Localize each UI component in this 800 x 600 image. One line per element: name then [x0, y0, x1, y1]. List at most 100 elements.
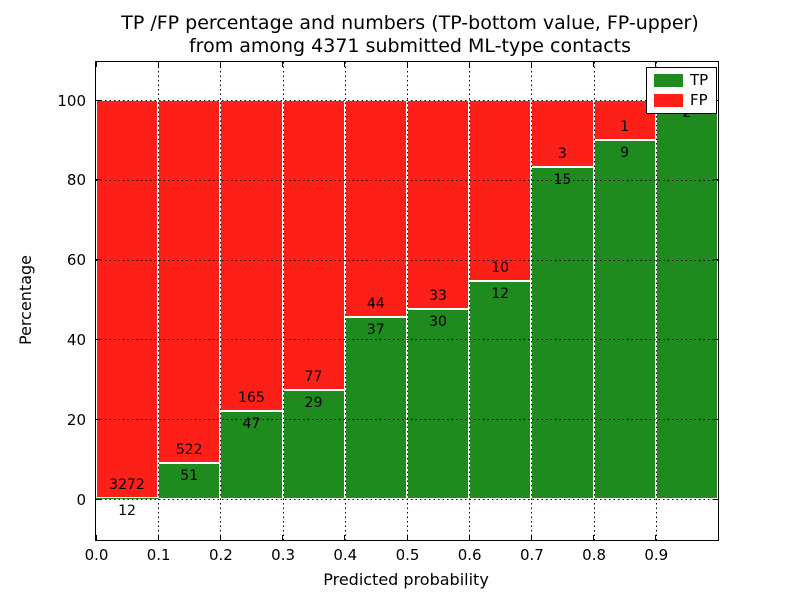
y-tick-label: 80 — [66, 171, 86, 190]
x-tick-mark — [406, 62, 408, 67]
bar-label-fp: 3 — [557, 145, 567, 162]
bar-segment-fp — [220, 100, 283, 411]
gridline-vertical — [344, 62, 346, 540]
bar-label-tp: 15 — [553, 171, 572, 188]
x-tick-label: 0.0 — [84, 546, 109, 564]
legend-item-fp: FP — [654, 93, 708, 108]
x-tick-mark — [530, 62, 533, 67]
x-tick-mark — [593, 535, 595, 540]
bar-label-fp: 522 — [175, 442, 203, 459]
bar-label-tp: 47 — [242, 415, 261, 432]
y-tick-mark — [96, 338, 101, 341]
gridline-vertical — [531, 62, 533, 540]
x-tick-label: 0.1 — [146, 546, 171, 564]
x-tick-mark — [282, 62, 284, 67]
bar-label-fp: 33 — [429, 287, 447, 304]
legend-item-tp: TP — [654, 73, 708, 88]
bar-segment-tp — [282, 389, 345, 499]
plot-area: TP FP 3272 12 522 51 165 47 77 29 44 37 33 30 10 12 3 1… — [95, 61, 719, 541]
y-tick-label: 0 — [76, 490, 86, 509]
bar-segment-fp — [344, 100, 407, 317]
bar-segment-fp — [469, 100, 532, 282]
bar-segment-tp — [593, 139, 656, 499]
x-tick-label: 0.4 — [333, 546, 358, 564]
legend: TP FP — [646, 67, 718, 114]
bar-segment-tp — [344, 316, 407, 499]
bar-label-fp: 10 — [491, 260, 510, 277]
bar-label-fp: 77 — [304, 368, 323, 385]
y-tick-mark — [713, 498, 718, 500]
bar-label-tp: 9 — [620, 144, 630, 161]
y-tick-mark — [96, 99, 101, 101]
bar-segment-fp — [158, 100, 221, 464]
x-tick-label: 0.9 — [644, 546, 669, 564]
y-tick-mark — [713, 418, 718, 420]
y-tick-mark — [96, 418, 101, 420]
bar-label-fp: 3272 — [109, 476, 145, 493]
bar-label-fp: 44 — [366, 295, 385, 312]
bar-segment-fp — [282, 100, 345, 390]
bar-label-fp: 165 — [238, 389, 265, 406]
gridline-vertical — [158, 62, 160, 540]
x-tick-mark — [344, 535, 346, 540]
gridline-vertical — [469, 62, 471, 540]
y-tick-mark — [713, 179, 718, 181]
x-tick-mark — [406, 535, 408, 540]
x-tick-label: 0.6 — [457, 546, 482, 564]
legend-swatch-fp-icon — [654, 94, 683, 107]
bar-label-tp: 30 — [429, 313, 447, 330]
y-tick-mark — [713, 338, 718, 341]
x-tick-label: 0.2 — [208, 546, 233, 564]
y-tick-label: 60 — [66, 251, 86, 270]
y-tick-mark — [96, 179, 101, 181]
x-tick-mark — [344, 62, 346, 67]
gridline-vertical — [220, 62, 222, 540]
chart-title-line2: from among 4371 submitted ML-type contac… — [188, 35, 632, 57]
x-tick-mark — [157, 62, 159, 67]
x-tick-mark — [95, 535, 97, 540]
bar-segment-tp — [220, 410, 283, 499]
x-tick-label: 0.5 — [395, 546, 420, 564]
chart-title: TP /FP percentage and numbers (TP-bottom… — [80, 12, 740, 58]
y-tick-mark — [713, 259, 718, 261]
y-tick-label: 100 — [57, 91, 86, 110]
bar-segment-tp — [96, 497, 159, 499]
x-tick-mark — [282, 535, 284, 540]
x-tick-mark — [655, 62, 657, 67]
x-tick-mark — [655, 535, 657, 540]
y-tick-mark — [96, 259, 101, 261]
gridline-vertical — [407, 62, 408, 540]
bar-segment-tp — [469, 281, 532, 499]
y-axis-label: Percentage — [16, 255, 35, 346]
bar-segment-tp — [655, 100, 718, 499]
x-tick-label: 0.3 — [271, 546, 296, 564]
gridline-vertical — [282, 62, 284, 540]
y-tick-mark — [96, 498, 101, 500]
x-tick-label: 0.7 — [519, 546, 544, 564]
legend-label-fp: FP — [690, 91, 708, 109]
x-tick-mark — [530, 535, 533, 540]
x-tick-mark — [468, 62, 470, 67]
bar-segment-tp — [407, 308, 470, 499]
x-tick-mark — [219, 535, 222, 540]
bar-label-tp: 51 — [180, 468, 199, 485]
bar-label-tp: 12 — [118, 502, 136, 519]
y-tick-label: 40 — [66, 330, 86, 349]
x-tick-mark — [219, 62, 222, 67]
legend-swatch-tp-icon — [654, 74, 683, 87]
gridline-vertical — [593, 62, 595, 540]
x-tick-mark — [95, 62, 97, 67]
x-tick-mark — [593, 62, 595, 67]
x-tick-label: 0.8 — [582, 546, 607, 564]
bar-label-fp: 1 — [620, 118, 630, 135]
x-axis-label: Predicted probability — [323, 570, 489, 589]
x-tick-mark — [468, 535, 470, 540]
bar-segment-fp — [407, 100, 470, 309]
chart-title-line1: TP /FP percentage and numbers (TP-bottom… — [121, 12, 699, 34]
bar-label-tp: 37 — [366, 321, 385, 338]
gridline-vertical — [655, 62, 657, 540]
bar-segment-fp — [96, 100, 159, 498]
bar-label-tp: 12 — [491, 286, 510, 303]
y-tick-label: 20 — [66, 410, 86, 429]
